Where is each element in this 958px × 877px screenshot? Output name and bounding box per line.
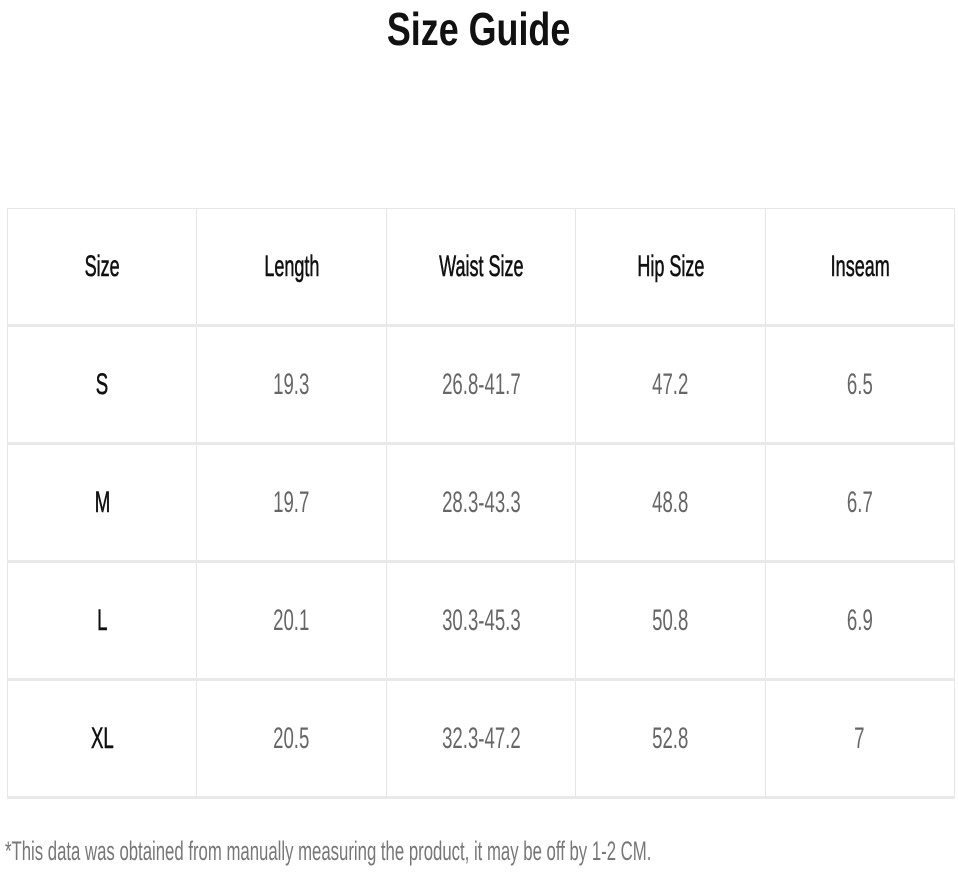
cell-text: 6.9 <box>846 603 873 637</box>
cell-hip-size: 50.8 <box>575 561 766 680</box>
table-row: L 20.1 30.3-45.3 50.8 6.9 <box>6 561 956 680</box>
header-text: Size <box>84 249 120 283</box>
cell-text: 48.8 <box>652 485 689 519</box>
cell-length: 19.3 <box>196 325 387 444</box>
cell-waist-size: 32.3-47.2 <box>385 679 577 798</box>
cell-length: 20.1 <box>196 561 387 680</box>
cell-text: 52.8 <box>652 721 689 755</box>
cell-length: 19.7 <box>196 443 387 562</box>
cell-waist-size: 30.3-45.3 <box>385 561 577 680</box>
cell-text: 7 <box>854 721 865 755</box>
header-hip-size: Hip Size <box>575 208 766 326</box>
footnote: *This data was obtained from manually me… <box>5 836 652 866</box>
header-text: Length <box>264 249 320 283</box>
cell-text: 6.5 <box>846 367 873 401</box>
table-row: XL 20.5 32.3-47.2 52.8 7 <box>6 679 956 798</box>
cell-size: L <box>6 561 198 680</box>
header-text: Inseam <box>830 249 890 283</box>
cell-text: 26.8-41.7 <box>441 367 521 401</box>
cell-inseam: 6.9 <box>764 561 956 680</box>
cell-waist-size: 26.8-41.7 <box>385 325 577 444</box>
header-waist-size: Waist Size <box>385 208 577 326</box>
cell-text: M <box>94 485 110 519</box>
cell-text: 20.5 <box>273 721 310 755</box>
header-inseam: Inseam <box>764 208 956 326</box>
size-guide-table: Size Length Waist Size Hip Size Inseam S… <box>6 208 956 799</box>
cell-inseam: 6.5 <box>764 325 956 444</box>
page-title-text: Size Guide <box>387 3 571 55</box>
cell-text: 28.3-43.3 <box>441 485 521 519</box>
header-length: Length <box>196 208 387 326</box>
cell-text: 6.7 <box>846 485 873 519</box>
cell-inseam: 7 <box>764 679 956 798</box>
cell-waist-size: 28.3-43.3 <box>385 443 577 562</box>
table-header-row: Size Length Waist Size Hip Size Inseam <box>6 208 956 326</box>
table-row: S 19.3 26.8-41.7 47.2 6.5 <box>6 325 956 444</box>
cell-hip-size: 47.2 <box>575 325 766 444</box>
cell-length: 20.5 <box>196 679 387 798</box>
cell-hip-size: 52.8 <box>575 679 766 798</box>
cell-text: 19.3 <box>273 367 310 401</box>
cell-text: S <box>95 367 109 401</box>
header-text: Waist Size <box>438 249 524 283</box>
cell-text: 19.7 <box>273 485 310 519</box>
cell-text: 32.3-47.2 <box>441 721 521 755</box>
cell-text: L <box>97 603 108 637</box>
header-text: Hip Size <box>636 249 704 283</box>
header-size: Size <box>6 208 198 326</box>
cell-size: S <box>6 325 198 444</box>
cell-text: XL <box>90 721 114 755</box>
cell-inseam: 6.7 <box>764 443 956 562</box>
cell-hip-size: 48.8 <box>575 443 766 562</box>
cell-text: 50.8 <box>652 603 689 637</box>
cell-text: 47.2 <box>652 367 689 401</box>
cell-size: XL <box>6 679 198 798</box>
cell-text: 20.1 <box>273 603 310 637</box>
page-title: Size Guide <box>0 0 958 58</box>
cell-size: M <box>6 443 198 562</box>
cell-text: 30.3-45.3 <box>441 603 521 637</box>
table-row: M 19.7 28.3-43.3 48.8 6.7 <box>6 443 956 562</box>
